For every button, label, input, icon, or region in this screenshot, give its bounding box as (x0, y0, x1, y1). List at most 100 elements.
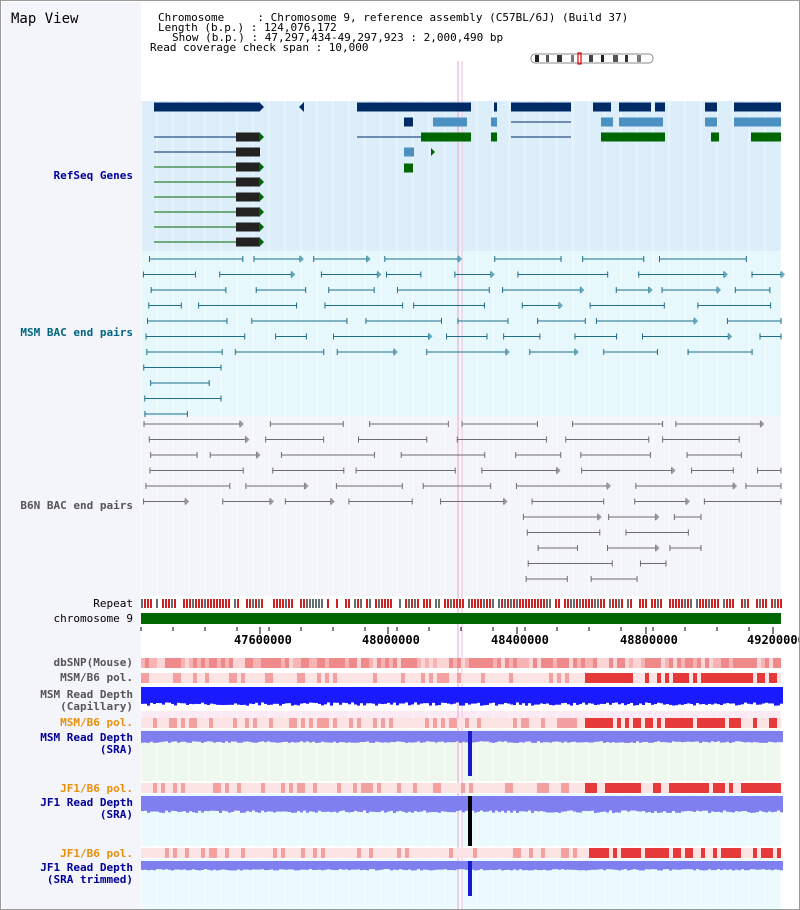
jf1-trim-depth-bar (540, 861, 543, 871)
msm-b6-pol-strip (613, 673, 617, 683)
jf1-pol2-strip (505, 848, 509, 858)
jf1-trim-depth-bar (570, 861, 573, 870)
track-label-chromosome[interactable]: chromosome 9 (53, 612, 133, 625)
msm-b6-pol-strip (409, 673, 413, 683)
repeat-mark (183, 599, 185, 608)
jf1-pol2-strip (409, 848, 413, 858)
msm-capillary-depth-bar (255, 687, 258, 703)
strand-arrow (259, 207, 264, 217)
msm-b6-pol-strip (605, 673, 609, 683)
dbsnp-strip (673, 658, 677, 668)
gene-exon (601, 132, 665, 142)
msm-capillary-depth-bar (168, 687, 171, 703)
msm-sra-depth-bar (621, 731, 624, 743)
msm-sra-depth-bar (171, 731, 174, 742)
msm-b6-pol2-strip (277, 718, 281, 728)
jf1-pol-strip (405, 783, 409, 793)
repeat-mark (660, 599, 662, 608)
dbsnp-strip (317, 658, 321, 668)
jf1-sra-depth-bar (729, 796, 732, 813)
repeat-mark (354, 599, 356, 608)
msm-capillary-depth-bar (522, 687, 525, 704)
msm-capillary-depth-bar (291, 687, 294, 706)
msm-capillary-depth-bar (492, 687, 495, 703)
dbsnp-strip (401, 658, 405, 668)
dbsnp-strip (509, 658, 513, 668)
track-label-msm-depth-sra[interactable]: MSM Read Depth (40, 731, 133, 744)
msm-b6-pol2-strip (625, 718, 629, 728)
jf1-pol-strip (769, 783, 773, 793)
dbsnp-strip (617, 658, 621, 668)
track-label-jf1-trimmed[interactable]: JF1 Read Depth (40, 861, 133, 874)
msm-sra-depth-bar (216, 731, 219, 743)
ideogram-band (546, 55, 549, 62)
dbsnp-strip (357, 658, 361, 668)
track-label-refseq[interactable]: RefSeq Genes (53, 169, 133, 182)
repeat-mark (168, 599, 170, 608)
msm-sra-depth-bar (198, 731, 201, 742)
jf1-trim-depth-bar (222, 861, 225, 870)
dbsnp-strip (309, 658, 313, 668)
msm-b6-pol-strip (593, 673, 597, 683)
track-label-jf1-pol-2[interactable]: JF1/B6 pol. (60, 847, 133, 860)
dbsnp-strip (361, 658, 365, 668)
track-label-jf1-pol-1[interactable]: JF1/B6 pol. (60, 782, 133, 795)
jf1-trim-depth-bar (507, 861, 510, 870)
repeat-mark (711, 599, 713, 608)
msm-b6-pol2-strip (585, 718, 589, 728)
jf1-pol-strip (677, 783, 681, 793)
jf1-pol2-strip (249, 848, 253, 858)
msm-capillary-depth-bar (165, 687, 168, 703)
gene-exon (433, 117, 467, 127)
msm-b6-pol2-strip (177, 718, 181, 728)
jf1-sra-depth-bar (588, 796, 591, 812)
track-label-msm-depth-capillary[interactable]: MSM Read Depth (40, 688, 133, 701)
jf1-sra-depth-bar (264, 796, 267, 813)
strand-arrow (490, 270, 495, 279)
msm-capillary-depth-bar (579, 687, 582, 705)
jf1-pol2-strip (433, 848, 437, 858)
jf1-trim-depth-bar (762, 861, 765, 870)
msm-sra-depth-bar (444, 731, 447, 743)
gene-exon (236, 162, 260, 172)
jf1-sra-depth-bar (171, 796, 174, 811)
track-label-msm-b6-pol-1[interactable]: MSM/B6 pol. (60, 671, 133, 684)
dbsnp-strip (381, 658, 385, 668)
gene-exon (421, 132, 471, 142)
msm-sra-depth-bar (390, 731, 393, 742)
jf1-sra-depth-bar (504, 796, 507, 813)
msm-sra-depth-bar (312, 731, 315, 742)
repeat-mark (243, 599, 245, 608)
repeat-mark (213, 599, 215, 608)
msm-sra-depth-bar (708, 731, 711, 743)
msm-b6-pol2-strip (481, 718, 485, 728)
jf1-sra-depth-bar (603, 796, 606, 812)
msm-b6-pol-strip (617, 673, 621, 683)
msm-sra-depth-bar (720, 731, 723, 743)
msm-sra-depth-bar (276, 731, 279, 743)
msm-b6-pol-strip (377, 673, 381, 683)
track-label-b6n-bac[interactable]: B6N BAC end pairs (20, 499, 133, 512)
msm-b6-pol2-strip (489, 718, 493, 728)
track-label-msm-b6-pol-2[interactable]: MSM/B6 pol. (60, 716, 133, 729)
track-label-jf1-depth[interactable]: JF1 Read Depth (40, 796, 133, 809)
msm-b6-pol-strip (517, 673, 521, 683)
msm-b6-pol2-strip (437, 718, 441, 728)
strand-arrow (239, 420, 244, 428)
track-label-dbsnp[interactable]: dbSNP(Mouse) (53, 656, 133, 669)
jf1-sra-depth-bar (576, 796, 579, 813)
jf1-pol2-strip (405, 848, 409, 858)
msm-capillary-depth-bar (525, 687, 528, 706)
jf1-trim-depth-bar (567, 861, 570, 870)
jf1-pol-strip (589, 783, 593, 793)
jf1-sra-depth-bar (231, 796, 234, 812)
jf1-pol2-strip (565, 848, 569, 858)
strand-arrow (259, 192, 264, 202)
jf1-sra-depth-bar (693, 796, 696, 812)
jf1-pol-strip (429, 783, 433, 793)
msm-sra-depth-bar (252, 731, 255, 743)
track-label-repeat[interactable]: Repeat (93, 597, 133, 610)
track-label-msm-bac[interactable]: MSM BAC end pairs (20, 326, 133, 339)
msm-capillary-depth-bar (663, 687, 666, 705)
